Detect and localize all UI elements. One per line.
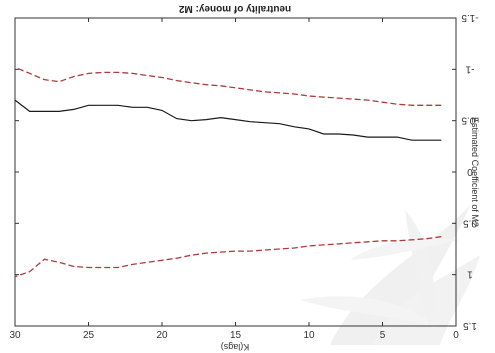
axis-ticks: 30 25 20 15 10 5 0 1.5 1 0.5 0 -0.5 -1 -1.5 [9, 12, 478, 341]
x-tick-label: 5 [380, 330, 386, 341]
y-tick-label: 1 [467, 269, 473, 280]
chart-title: neutrality of money: M2 [178, 3, 291, 14]
series-layer [14, 66, 442, 278]
coefficient-line [14, 99, 442, 141]
y-tick-label: 0 [467, 166, 473, 177]
x-tick-label: 25 [83, 330, 95, 341]
y-tick-label: 0.5 [463, 217, 477, 228]
x-tick-label: 30 [9, 330, 21, 341]
y-tick-label: -1.5 [461, 12, 479, 23]
x-tick-label: 20 [156, 330, 168, 341]
y-axis-label: Estimated Coefficient of M2 [470, 117, 480, 227]
x-axis-label: K(lags) [221, 342, 250, 352]
x-tick-label: 10 [303, 330, 315, 341]
y-tick-label: -1 [465, 63, 474, 74]
y-tick-label: -0.5 [461, 115, 479, 126]
y-tick-label: 1.5 [463, 320, 477, 331]
x-tick-label: 0 [453, 330, 459, 341]
confidence-band-line [14, 66, 442, 106]
x-tick-label: 15 [230, 330, 242, 341]
